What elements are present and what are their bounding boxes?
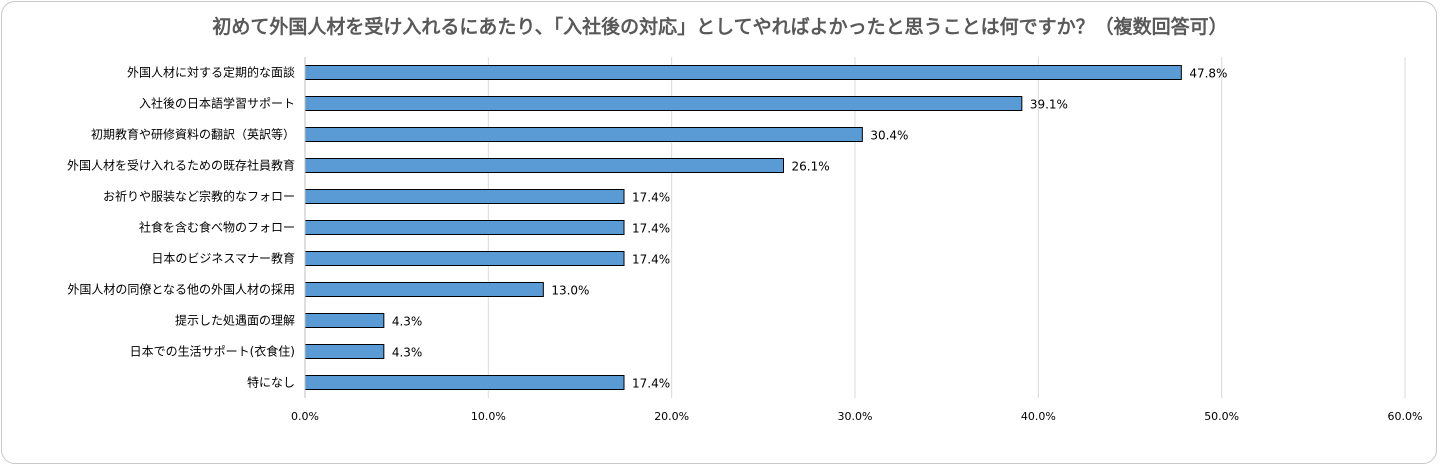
bar bbox=[304, 65, 1182, 80]
x-tick-label: 0.0% bbox=[291, 410, 319, 423]
value-label: 47.8% bbox=[1189, 67, 1227, 81]
category-label: 入社後の日本語学習サポート bbox=[139, 96, 295, 111]
x-tick-label: 20.0% bbox=[654, 410, 689, 423]
value-label: 4.3% bbox=[392, 346, 423, 360]
bar bbox=[304, 158, 784, 173]
bar bbox=[304, 127, 863, 142]
category-labels: 外国人材に対する定期的な面談入社後の日本語学習サポート初期教育や研修資料の翻訳（… bbox=[67, 65, 295, 390]
bar bbox=[304, 251, 625, 266]
bar bbox=[304, 375, 625, 390]
bar bbox=[304, 96, 1023, 111]
x-tick-label: 50.0% bbox=[1204, 410, 1239, 423]
value-label: 13.0% bbox=[551, 284, 589, 298]
bar bbox=[304, 189, 625, 204]
category-label: 日本での生活サポート(衣食住) bbox=[130, 344, 295, 359]
x-tick-label: 10.0% bbox=[471, 410, 506, 423]
x-tick-label: 40.0% bbox=[1021, 410, 1056, 423]
value-label: 17.4% bbox=[632, 253, 670, 267]
category-label: 外国人材の同僚となる他の外国人材の採用 bbox=[67, 282, 295, 297]
x-tick-label: 30.0% bbox=[838, 410, 873, 423]
value-label: 39.1% bbox=[1030, 98, 1068, 112]
category-label: 日本のビジネスマナー教育 bbox=[151, 251, 295, 266]
value-labels: 47.8% 39.1% 30.4% 26.1% 17.4% 17.4% 17.4% 13.0%… bbox=[392, 67, 1228, 391]
bar bbox=[304, 313, 385, 328]
category-label: 初期教育や研修資料の翻訳（英訳等） bbox=[91, 127, 295, 142]
x-axis-tick-labels: 0.0% 10.0% 20.0% 30.0% 40.0% 50.0% 60.0% bbox=[291, 410, 1422, 423]
bars bbox=[304, 65, 1182, 390]
x-tick-label: 60.0% bbox=[1388, 410, 1423, 423]
category-label: 特になし bbox=[247, 375, 295, 390]
category-label: 社食を含む食べ物のフォロー bbox=[139, 220, 295, 235]
bar bbox=[304, 220, 625, 235]
chart-title: 初めて外国人材を受け入れるにあたり、「入社後の対応」としてやればよかったと思うこ… bbox=[212, 16, 1228, 38]
bar bbox=[304, 282, 544, 297]
category-label: 外国人材に対する定期的な面談 bbox=[127, 65, 295, 80]
bar bbox=[304, 344, 385, 359]
value-label: 26.1% bbox=[792, 160, 830, 174]
value-label: 4.3% bbox=[392, 315, 423, 329]
value-label: 17.4% bbox=[632, 222, 670, 236]
value-label: 17.4% bbox=[632, 191, 670, 205]
category-label: 外国人材を受け入れるための既存社員教育 bbox=[67, 158, 295, 173]
category-label: 提示した処遇面の理解 bbox=[175, 313, 295, 328]
category-label: お祈りや服装など宗教的なフォロー bbox=[103, 189, 295, 204]
value-label: 17.4% bbox=[632, 377, 670, 391]
value-label: 30.4% bbox=[870, 129, 908, 143]
